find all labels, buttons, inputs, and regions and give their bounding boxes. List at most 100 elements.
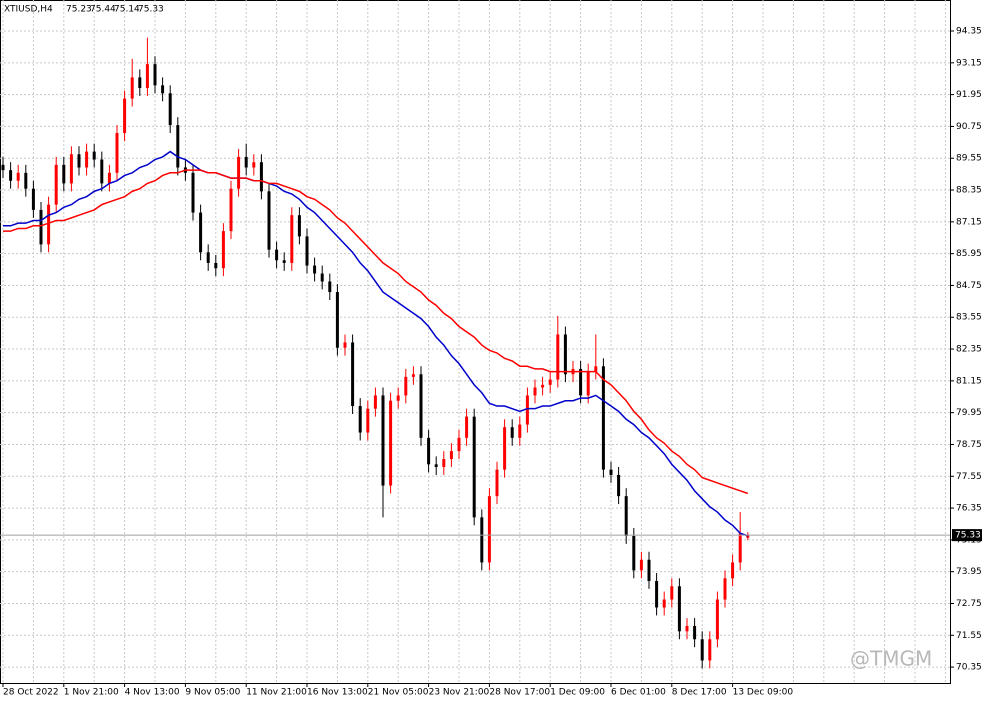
ohlc-close: 75.33 (138, 5, 164, 15)
y-tick-label: 81.15 (956, 376, 982, 386)
candle-body (381, 395, 385, 486)
candle-body (161, 85, 165, 94)
candle-body (214, 262, 218, 269)
candle-body (700, 639, 704, 661)
candle-body (632, 535, 636, 571)
ohlc-open: 75.23 (66, 5, 92, 15)
candle-body (434, 464, 438, 467)
candle-body (647, 559, 651, 581)
candle-body (419, 374, 423, 438)
y-tick-label: 89.55 (956, 154, 982, 164)
candle-body (267, 191, 271, 250)
y-tick-label: 79.95 (956, 408, 982, 418)
candle-body (503, 427, 507, 470)
candle-body (396, 395, 400, 401)
candle-body (404, 376, 408, 396)
moving-average (3, 169, 749, 495)
candle-body (123, 98, 127, 134)
candle-body (556, 334, 560, 380)
y-tick-label: 91.95 (956, 90, 982, 100)
candle-body (442, 459, 446, 467)
candle-body (313, 265, 317, 274)
ohlc-low: 75.14 (114, 5, 140, 15)
candle-body (62, 164, 66, 184)
candle-body (495, 469, 499, 497)
candle-body (229, 188, 233, 232)
candle-body (176, 125, 180, 168)
x-tick-label: 13 Dec 09:00 (733, 688, 794, 698)
y-tick-label: 93.15 (956, 58, 982, 68)
plot (0, 37, 950, 669)
candle-body (594, 366, 598, 372)
candle-body (533, 387, 537, 396)
x-tick-label: 9 Nov 05:00 (185, 688, 240, 698)
y-tick-label: 71.55 (956, 631, 982, 641)
watermark: @TMGM (850, 647, 932, 671)
candle-body (92, 151, 96, 160)
y-tick-label: 94.35 (956, 27, 982, 37)
candle-body (69, 154, 73, 184)
candle-body (449, 451, 453, 460)
candle-body (746, 535, 750, 538)
candle-body (9, 170, 13, 181)
x-tick-label: 4 Nov 13:00 (125, 688, 180, 698)
x-tick-label: 28 Oct 2022 (3, 688, 59, 698)
candle-body (100, 159, 104, 184)
candle-body (237, 156, 241, 189)
candle-body (259, 162, 263, 192)
candle-body (305, 236, 309, 266)
candle-body (655, 580, 659, 608)
candle-body (708, 639, 712, 661)
y-tick-label: 77.55 (956, 472, 982, 482)
candle-body (31, 188, 35, 210)
x-tick-label: 1 Nov 21:00 (64, 688, 119, 698)
y-tick-label: 87.15 (956, 217, 982, 227)
candle-body (145, 64, 149, 88)
candle-body (1, 164, 5, 171)
plot-frame (0, 0, 951, 684)
candle-body (465, 416, 469, 438)
candle-body (138, 77, 142, 88)
y-tick-label: 78.75 (956, 440, 982, 450)
candle-body (563, 334, 567, 375)
x-tick-label: 28 Nov 17:00 (489, 688, 550, 698)
candle-body (427, 437, 431, 465)
candle-body (670, 586, 674, 600)
candle-body (275, 249, 279, 261)
y-tick-label: 70.35 (956, 663, 982, 673)
ohlc-high: 75.44 (90, 5, 116, 15)
y-tick-label: 73.95 (956, 567, 982, 577)
y-tick-label: 72.75 (956, 599, 982, 609)
candle-body (297, 215, 301, 237)
candle-body (130, 77, 134, 99)
y-tick-label: 84.75 (956, 281, 982, 291)
candle-body (617, 474, 621, 497)
candle-body (411, 374, 415, 377)
candle-body (624, 496, 628, 536)
candle-body (199, 212, 203, 253)
candle-body (731, 562, 735, 579)
y-tick-label: 82.35 (956, 345, 982, 355)
candle-body (715, 599, 719, 640)
candle-body (221, 231, 225, 269)
candle-body (343, 342, 347, 348)
candle-body (487, 496, 491, 563)
candle-body (548, 379, 552, 385)
candle-body (373, 395, 377, 409)
candle-body (579, 368, 583, 396)
candle-body (480, 517, 484, 563)
x-tick-label: 23 Nov 21:00 (429, 688, 490, 698)
candle-body (47, 204, 51, 245)
price-label-box (952, 529, 982, 542)
x-tick-label: 21 Nov 05:00 (368, 688, 429, 698)
candle-body (54, 164, 58, 205)
candle-body (77, 154, 81, 168)
candle-body (693, 626, 697, 640)
candle-body (358, 406, 362, 433)
candle-body (518, 424, 522, 438)
y-tick-label: 90.75 (956, 122, 982, 132)
candle-body (244, 156, 248, 168)
candle-body (662, 599, 666, 608)
